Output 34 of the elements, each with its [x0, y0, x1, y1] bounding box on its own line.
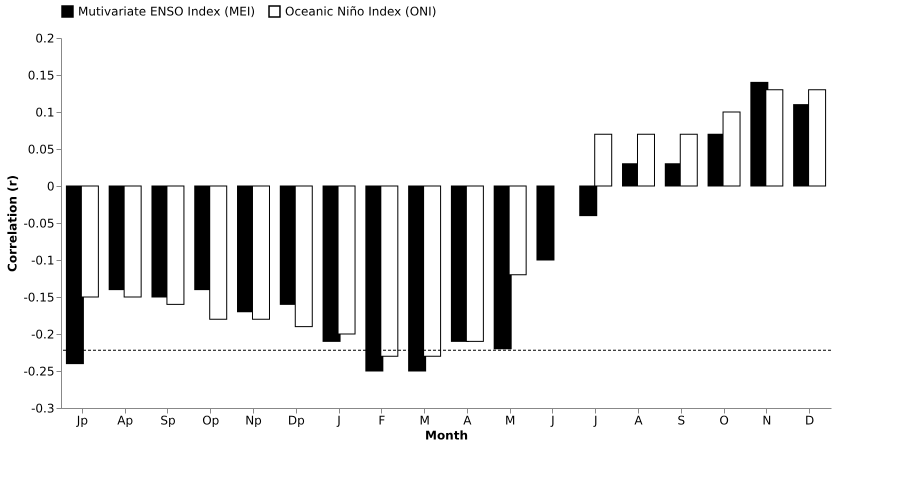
y-tick-label: -0.05 [23, 216, 54, 230]
x-tick-label: Op [202, 414, 220, 428]
x-tick-label: Ap [117, 414, 134, 428]
y-tick-label: -0.3 [31, 402, 54, 416]
x-tick-label: Dp [288, 414, 305, 428]
x-tick-label: M [419, 414, 430, 428]
bar [536, 186, 554, 260]
y-tick-label: 0.2 [35, 32, 54, 46]
legend-label: Oceanic Niño Index (ONI) [285, 4, 436, 19]
legend-label: Mutivariate ENSO Index (MEI) [78, 4, 256, 19]
y-tick-label: -0.1 [31, 254, 54, 268]
x-tick-label: F [378, 414, 386, 428]
x-tick-label: Sp [160, 414, 176, 428]
x-tick-label: Np [245, 414, 262, 428]
x-tick-label: A [634, 414, 644, 428]
y-tick-label: -0.15 [23, 290, 54, 304]
x-tick-label: D [804, 414, 814, 428]
x-tick-label: J [550, 414, 555, 428]
x-tick-label: J [336, 414, 341, 428]
x-tick-label: Jp [76, 414, 88, 428]
x-tick-label: M [504, 414, 516, 428]
y-tick-label: 0 [46, 180, 54, 194]
x-tick-label: S [677, 414, 686, 428]
y-tick-label: 0.15 [28, 68, 54, 82]
x-tick-label: J [592, 414, 598, 428]
x-axis-title: Month [424, 428, 468, 442]
x-tick-label: O [719, 414, 729, 428]
y-tick-label: -0.2 [31, 328, 54, 342]
x-tick-label: A [463, 414, 472, 428]
y-axis-title: Correlation (r) [5, 175, 20, 272]
y-tick-label: 0.05 [28, 142, 54, 156]
x-tick-label: N [762, 414, 772, 428]
y-tick-label: 0.1 [35, 106, 54, 120]
y-tick-label: -0.25 [23, 364, 54, 378]
